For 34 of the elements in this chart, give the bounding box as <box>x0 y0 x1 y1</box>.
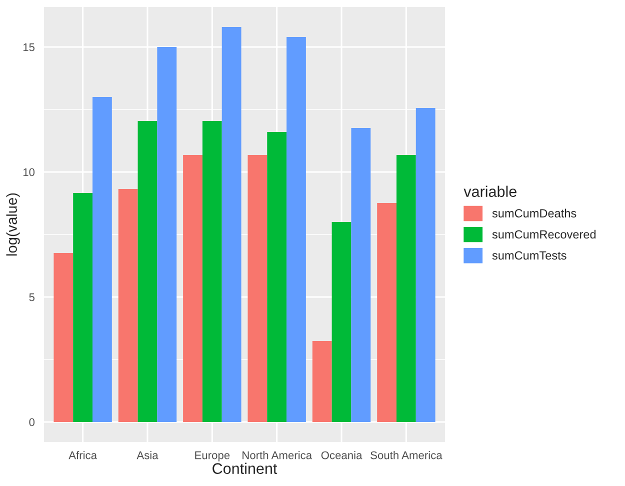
bar <box>248 155 268 422</box>
x-tick-label: Oceania <box>321 451 362 460</box>
bar <box>286 37 306 422</box>
y-axis-title: log(value) <box>6 193 20 256</box>
bar <box>92 97 112 422</box>
x-tick-label: North America <box>242 451 312 460</box>
y-tick-label: 10 <box>23 168 35 176</box>
bar <box>332 222 352 422</box>
x-tick-label: Asia <box>136 451 158 460</box>
legend-label: sumCumTests <box>492 251 566 260</box>
x-tick-label: Europe <box>195 451 230 462</box>
bar <box>183 155 202 422</box>
x-tick-label: Africa <box>68 451 98 460</box>
bar <box>73 193 93 422</box>
y-tick-label: 5 <box>29 293 35 302</box>
legend-label: sumCumDeaths <box>492 208 576 218</box>
y-tick-label: 15 <box>23 43 35 52</box>
legend-title: variable <box>464 186 516 197</box>
x-axis-title: Continent <box>212 462 278 474</box>
bar <box>377 203 396 422</box>
bar <box>396 155 416 422</box>
legend-label: sumCumRecovered <box>492 230 596 239</box>
x-tick-label: South America <box>370 451 442 460</box>
bar <box>54 253 74 422</box>
bar <box>222 27 242 422</box>
bar <box>118 189 138 422</box>
bar <box>267 132 287 422</box>
y-tick-label: 0 <box>29 418 35 426</box>
bar <box>312 341 332 422</box>
bar <box>416 108 436 422</box>
bar <box>351 128 371 422</box>
bar <box>138 121 158 422</box>
bar <box>157 47 177 422</box>
bar <box>202 121 222 422</box>
